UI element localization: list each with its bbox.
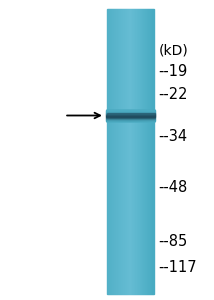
Bar (143, 9, 144, 294)
Bar (107, 113, 155, 117)
Bar (109, 9, 110, 294)
Bar (122, 9, 123, 294)
Bar (142, 9, 143, 294)
Bar (147, 9, 148, 294)
Bar (137, 9, 138, 294)
Bar (110, 9, 111, 294)
Bar (153, 9, 154, 294)
Bar (114, 9, 115, 294)
Bar (119, 9, 120, 294)
Bar (152, 9, 153, 294)
Bar (120, 9, 121, 294)
Text: --22: --22 (158, 87, 188, 102)
Text: --48: --48 (158, 180, 188, 195)
Bar (130, 9, 131, 294)
Bar (145, 9, 146, 294)
Bar (140, 9, 141, 294)
Bar (133, 9, 134, 294)
Bar (148, 9, 149, 294)
Text: --85: --85 (158, 234, 188, 249)
Bar (138, 9, 139, 294)
Bar (113, 9, 114, 294)
Bar (129, 9, 130, 294)
Text: --19: --19 (158, 64, 188, 80)
Text: --117: --117 (158, 260, 197, 274)
Bar (121, 9, 122, 294)
Bar (144, 9, 145, 294)
Bar (136, 9, 137, 294)
Bar (141, 9, 142, 294)
Bar (111, 9, 112, 294)
Bar (139, 9, 140, 294)
Bar (131, 9, 132, 294)
Bar (107, 9, 108, 294)
Bar (124, 9, 125, 294)
Bar (132, 9, 133, 294)
Bar (128, 9, 129, 294)
Bar (146, 9, 147, 294)
Bar (126, 9, 127, 294)
Bar (110, 9, 111, 294)
Bar (150, 9, 151, 294)
Bar (116, 9, 117, 294)
Bar (117, 9, 118, 294)
Text: --34: --34 (158, 129, 187, 144)
Bar (151, 9, 152, 294)
Bar (127, 9, 128, 294)
Text: (kD): (kD) (158, 44, 188, 58)
Bar (112, 9, 113, 294)
Bar (108, 9, 109, 294)
Bar (135, 9, 136, 294)
Bar (134, 9, 135, 294)
Bar (118, 9, 119, 294)
Bar (125, 9, 126, 294)
Bar (149, 9, 150, 294)
Bar (115, 9, 116, 294)
Bar (123, 9, 124, 294)
